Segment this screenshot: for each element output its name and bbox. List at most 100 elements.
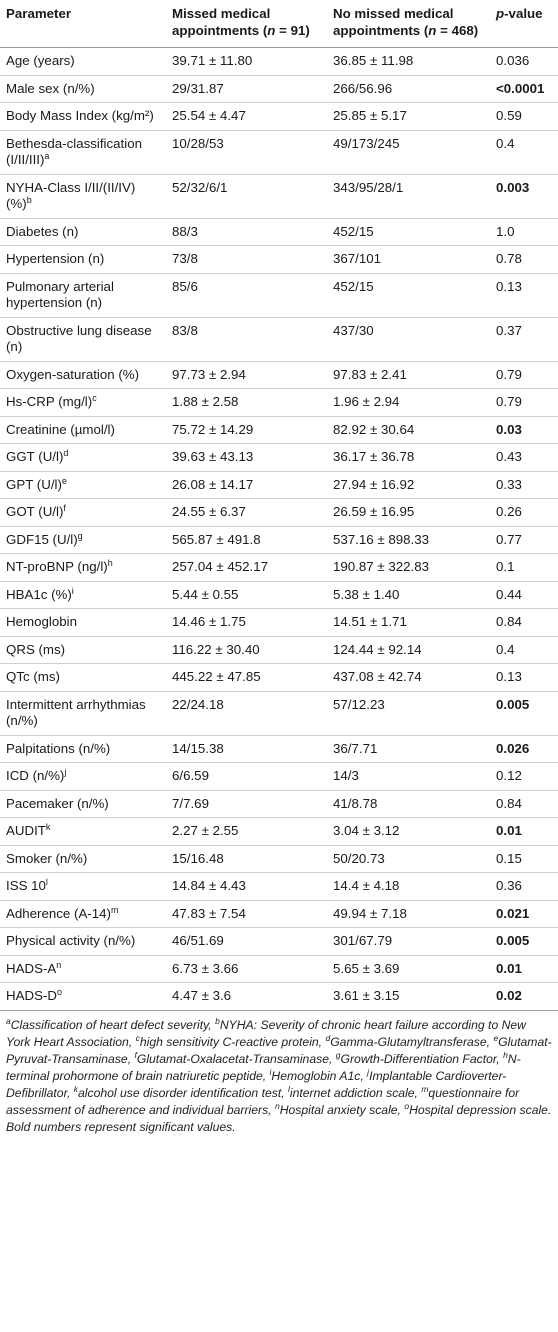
missed-cell: 83/8 (166, 317, 327, 362)
parameter-cell: Physical activity (n/%) (0, 927, 166, 956)
p-value: 0.77 (496, 531, 522, 547)
footnote-marker: l (45, 877, 48, 887)
parameter-text: Bethesda-classification (I/II/III) (6, 135, 142, 168)
parameter-cell: Male sex (n/%) (0, 75, 166, 103)
missed-cell: 97.73 ± 2.94 (166, 361, 327, 389)
parameter-text: ICD (n/%) (6, 768, 65, 783)
p-value-cell: 0.77 (490, 526, 558, 554)
parameter-cell: Body Mass Index (kg/m²) (0, 102, 166, 131)
parameter-text: Hemoglobin (6, 614, 77, 629)
missed-value: 29/31.87 (172, 80, 224, 96)
footnote-marker: k (45, 822, 51, 832)
p-value: 0.036 (496, 53, 530, 68)
p-value: 0.84 (496, 614, 522, 629)
header-text: Missed medical appointments ( (172, 6, 271, 38)
no-missed-cell: 26.59 ± 16.95 (327, 498, 490, 527)
no-missed-value: 25.85 ± 5.17 (333, 108, 407, 123)
no-missed-cell: 5.38 ± 1.40 (327, 581, 490, 609)
missed-value: 257.04 ± 452.17 (172, 559, 269, 574)
footnote-text: Gamma-Glutamyltransferase, (330, 1034, 494, 1049)
footnote-marker: h (107, 558, 113, 568)
footnote-marker: o (404, 1100, 410, 1111)
footnote-text: NYHA: Severity of chronic heart failure … (6, 1017, 526, 1049)
p-value: 0.005 (496, 696, 530, 712)
no-missed-value: 36.85 ± 11.98 (333, 53, 414, 68)
footnote: aClassification of heart defect severity… (0, 1011, 558, 1136)
missed-value: 26.08 ± 14.17 (172, 476, 254, 492)
parameter-cell: Bethesda-classification (I/II/III)a (0, 130, 166, 175)
parameter-cell: HBA1c (%)i (0, 581, 166, 609)
no-missed-cell: 14.51 ± 1.71 (327, 608, 490, 637)
footnote-text: Glutamat-Oxalacetat-Transaminase, (136, 1051, 336, 1066)
header-text: n (267, 22, 276, 38)
parameter-text: Body Mass Index (kg/m²) (6, 108, 154, 123)
no-missed-value: 26.59 ± 16.95 (333, 504, 415, 519)
parameter-text: Pacemaker (n/%) (6, 795, 109, 811)
missed-cell: 46/51.69 (166, 927, 327, 956)
table-row: Smoker (n/%) 15/16.48 50/20.73 0.15 (0, 845, 558, 873)
no-missed-value: 1.96 ± 2.94 (333, 394, 400, 409)
missed-value: 10/28/53 (172, 135, 224, 151)
missed-cell: 25.54 ± 4.47 (166, 102, 327, 131)
no-missed-value: 343/95/28/1 (333, 179, 404, 195)
parameter-cell: GPT (U/l)e (0, 471, 166, 499)
p-value-cell: 1.0 (490, 218, 558, 246)
no-missed-value: 537.16 ± 898.33 (333, 531, 430, 547)
table-row: Intermittent arrhythmias (n/%) 22/24.18 57… (0, 691, 558, 736)
header-cell: Missed medical appointments (n = 91) (166, 0, 327, 48)
parameter-cell: HADS-Do (0, 982, 166, 1011)
p-value: 0.15 (496, 850, 522, 866)
no-missed-value: 49/173/245 (333, 135, 400, 151)
no-missed-value: 14/3 (333, 768, 359, 783)
no-missed-value: 190.87 ± 322.83 (333, 559, 430, 574)
p-value-cell: 0.01 (490, 817, 558, 846)
table-row: HADS-Do 4.47 ± 3.6 3.61 ± 3.15 0.02 (0, 982, 558, 1011)
parameter-cell: Hs-CRP (mg/l)c (0, 388, 166, 417)
missed-cell: 7/7.69 (166, 790, 327, 818)
p-value: 0.43 (496, 449, 522, 464)
header-cell: p-value (490, 0, 558, 48)
p-value-cell: 0.005 (490, 691, 558, 736)
p-value: 0.4 (496, 641, 515, 657)
footnote-marker: c (135, 1032, 140, 1043)
p-value: 1.0 (496, 223, 515, 239)
missed-value: 116.22 ± 30.40 (172, 641, 260, 657)
footnote-marker: h (503, 1049, 508, 1060)
no-missed-value: 5.65 ± 3.69 (333, 960, 400, 976)
parameter-cell: ICD (n/%)j (0, 762, 166, 791)
no-missed-value: 452/15 (333, 223, 374, 239)
table-row: Body Mass Index (kg/m²) 25.54 ± 4.47 25.85… (0, 102, 558, 131)
no-missed-cell: 49.94 ± 7.18 (327, 900, 490, 928)
p-value-cell: 0.13 (490, 663, 558, 692)
footnote-text: Hospital anxiety scale, (279, 1102, 405, 1117)
table-row: Male sex (n/%) 29/31.87 266/56.96 <0.0001 (0, 75, 558, 103)
missed-value: 5.44 ± 0.55 (172, 586, 239, 602)
no-missed-cell: 82.92 ± 30.64 (327, 416, 490, 444)
p-value-cell: 0.005 (490, 927, 558, 956)
parameter-text: AUDIT (6, 823, 46, 838)
no-missed-cell: 437/30 (327, 317, 490, 362)
no-missed-cell: 537.16 ± 898.33 (327, 526, 490, 554)
p-value: 0.03 (496, 421, 522, 437)
no-missed-cell: 5.65 ± 3.69 (327, 955, 490, 983)
missed-value: 39.71 ± 11.80 (172, 53, 253, 68)
missed-cell: 24.55 ± 6.37 (166, 498, 327, 527)
table-head: Parameter Missed medical appointments (n … (0, 0, 558, 48)
no-missed-value: 452/15 (333, 278, 374, 294)
no-missed-cell: 301/67.79 (327, 927, 490, 956)
missed-cell: 14.84 ± 4.43 (166, 872, 327, 901)
header-text: p (496, 6, 505, 21)
table-row: NT-proBNP (ng/l)h 257.04 ± 452.17 190.87 ±… (0, 553, 558, 582)
table-row: Adherence (A-14)m 47.83 ± 7.54 49.94 ± 7.1… (0, 900, 558, 928)
p-value-cell: 0.003 (490, 174, 558, 219)
no-missed-cell: 343/95/28/1 (327, 174, 490, 219)
p-value: 0.1 (496, 559, 515, 574)
parameter-cell: ISS 10l (0, 872, 166, 901)
p-value-cell: 0.37 (490, 317, 558, 362)
p-value-cell: <0.0001 (490, 75, 558, 103)
missed-value: 7/7.69 (172, 795, 209, 811)
p-value-cell: 0.02 (490, 982, 558, 1011)
parameter-cell: GGT (U/l)d (0, 443, 166, 472)
parameter-text: Intermittent arrhythmias (n/%) (6, 696, 146, 729)
